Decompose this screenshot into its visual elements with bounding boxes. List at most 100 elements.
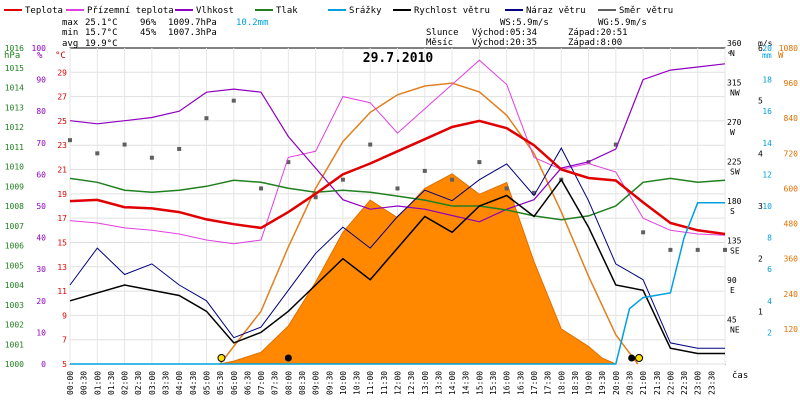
axis-tick-x: 17:30 [544,371,553,395]
axis-tick-x: 07:00 [257,371,266,395]
axis-tick-pct: 100 [32,44,47,53]
axis-tick-mm: 6 [767,265,772,274]
info-sun-label: Slunce [426,28,459,38]
axis-tick-hpa: 1002 [5,321,24,330]
axis-tick-pct: 90 [36,76,46,85]
axis-tick-dir-lab: E [730,286,735,295]
axis-tick-dir-deg: 315 [727,79,742,88]
axis-tick-pct: 70 [36,139,46,148]
axis-tick-dir-deg: 90 [727,276,737,285]
info-wg: WG:5.9m/s [598,18,647,28]
axis-tick-x: 19:30 [598,371,607,395]
legend-label-smer: Směr větru [619,6,673,16]
axis-tick-x: 22:30 [680,371,689,395]
axis-tick-ms: 6 [758,44,763,53]
stat-rain-max: 10.2mm [236,18,269,28]
legend-label-naraz: Náraz větru [526,6,586,16]
wind-direction-point-23 [695,247,700,252]
axis-tick-dir-deg: 360 [727,39,742,48]
wind-direction-point-15 [477,160,482,165]
axis-tick-pct: 10 [36,328,46,337]
axis-tick-x: 02:30 [134,371,143,395]
axis-unit-pct: % [37,51,43,61]
info-moon-label: Měsíc [426,38,453,48]
axis-unit-degc: °C [55,51,66,61]
chart-title: 29.7.2010 [363,51,434,66]
axis-unit-w: W [778,51,784,61]
axis-tick-degc: 25 [57,117,67,126]
axis-tick-w: 960 [784,79,799,88]
axis-tick-ms: 4 [758,149,763,158]
series-line-tlak [69,177,726,221]
axis-tick-x: 13:30 [434,371,443,395]
axis-tick-w: 840 [784,114,799,123]
axis-tick-x: 16:00 [503,371,512,395]
info-sun-rise: Východ:05:34 [472,28,537,38]
axis-tick-x: 01:00 [93,371,102,395]
stat-temp-avg: 19.9°C [85,39,118,49]
wind-direction-point-11 [368,142,373,147]
axis-tick-hpa: 1000 [5,360,24,369]
axis-tick-degc: 27 [57,93,67,102]
stat-hum-min: 45% [140,28,157,38]
legend-label-srazky: Srážky [349,6,382,16]
axis-tick-x: 14:30 [462,371,471,395]
legend-label-prizemni: Přízemní teplota [87,6,174,16]
axis-tick-dir-lab: NE [730,326,740,335]
axis-tick-dir-lab: W [730,128,735,137]
info-ws: WS:5.9m/s [500,18,549,28]
axis-tick-dir-deg: 270 [727,118,742,127]
wind-direction-point-3 [149,155,154,160]
axis-tick-hpa: 1013 [5,103,24,112]
axis-tick-x: 10:30 [353,371,362,395]
wind-direction-point-17 [531,190,536,195]
axis-tick-x: 06:00 [230,371,239,395]
axis-tick-hpa: 1004 [5,281,24,290]
axis-tick-hpa: 1011 [5,143,24,152]
series-line-srazky [70,202,725,365]
wind-direction-point-7 [259,186,264,191]
axis-tick-hpa: 1007 [5,222,24,231]
axis-tick-x: 23:30 [707,371,716,395]
wind-direction-point-8 [286,160,291,165]
axis-tick-w: 600 [784,184,799,193]
axis-tick-x: 09:00 [312,371,321,395]
axis-tick-mm: 14 [762,139,772,148]
axis-unit-hpa: hPa [4,51,20,61]
axis-tick-pct: 60 [36,170,46,179]
wind-direction-point-4 [177,146,182,151]
axis-tick-x: 06:30 [243,371,252,395]
wind-direction-point-6 [231,98,236,103]
stat-press-max: 1009.7hPa [168,18,217,28]
axis-tick-x: 08:30 [298,371,307,395]
axis-tick-mm: 16 [762,107,772,116]
axis-tick-dir-lab: SE [730,247,740,256]
axis-tick-w: 240 [784,290,799,299]
axis-tick-x: 22:00 [666,371,675,395]
moonrise-marker [628,354,636,362]
stat-label-min: min [62,28,78,38]
axis-tick-x: 03:00 [148,371,157,395]
sunset-marker [635,354,644,362]
wind-direction-point-21 [641,230,646,235]
axis-tick-dir-deg: 45 [727,316,737,325]
axis-tick-ms: 2 [758,255,763,264]
wind-direction-point-16 [504,186,509,191]
axis-tick-x: 14:00 [448,371,457,395]
wind-direction-point-9 [313,195,318,200]
series-line-teplota [69,119,726,236]
axis-tick-x: 18:30 [571,371,580,395]
legend-label-tlak: Tlak [276,6,298,16]
axis-tick-x: 00:00 [66,371,75,395]
stat-label-avg: avg [62,39,78,49]
stat-press-min: 1007.3hPa [168,28,217,38]
axis-tick-degc: 5 [62,360,67,369]
axis-tick-mm: 12 [762,170,772,179]
axis-tick-mm: 4 [767,297,772,306]
axis-tick-x: 15:30 [489,371,498,395]
wind-direction-point-2 [122,142,127,147]
series-line-rychlost [69,178,725,355]
axis-tick-mm: 10 [762,202,772,211]
legend-label-teplota: Teplota [25,6,63,16]
